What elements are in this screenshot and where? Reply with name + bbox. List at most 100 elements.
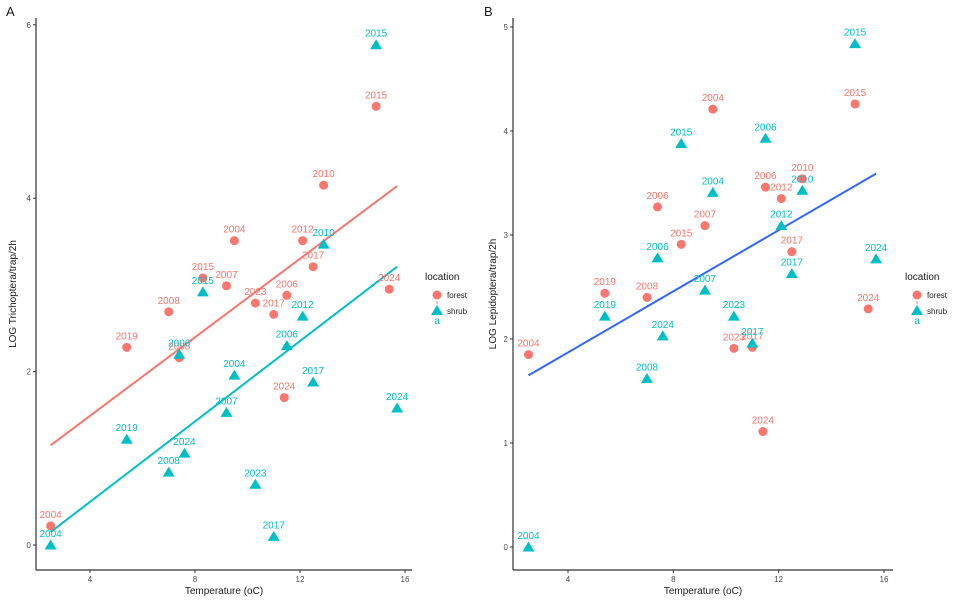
legend-title: location [425, 272, 459, 283]
panel-label: B [484, 4, 493, 19]
point-forest [642, 292, 652, 302]
point-label-forest: 2017 [302, 251, 325, 262]
legend-title: location [905, 272, 939, 283]
y-tick-label: 4 [27, 194, 32, 203]
legend-key-shrub [911, 305, 923, 315]
point-label-shrub: 2024 [386, 392, 409, 403]
point-shrub [759, 132, 772, 143]
point-shrub [775, 220, 788, 231]
point-shrub [307, 376, 320, 387]
point-shrub [391, 402, 404, 413]
point-label-shrub: 2019 [116, 423, 139, 434]
y-tick-label: 2 [504, 335, 509, 344]
point-shrub [598, 310, 611, 321]
point-label-forest: 2008 [158, 296, 181, 307]
point-label-forest: 2024 [752, 416, 775, 427]
point-label-forest: 2012 [770, 183, 793, 194]
point-label-shrub: 2015 [365, 29, 388, 40]
point-shrub [173, 348, 186, 359]
point-label-forest: 2004 [40, 510, 63, 521]
point-label-forest: 2004 [517, 339, 540, 350]
legend-label-shrub: shrub [447, 307, 468, 316]
point-label-shrub: 2004 [223, 359, 246, 370]
point-label-forest: 2004 [702, 93, 725, 104]
x-tick-label: 8 [671, 575, 676, 584]
point-label-shrub: 2004 [702, 176, 725, 187]
point-label-forest: 2023 [723, 332, 746, 343]
point-label-forest: 2017 [741, 331, 764, 342]
point-label-shrub: 2006 [168, 338, 191, 349]
y-axis-title: LOG Lepidoptera/trap/2h [488, 239, 499, 350]
point-label-shrub: 2012 [770, 210, 793, 221]
point-label-shrub: 2006 [646, 242, 669, 253]
point-forest [700, 221, 710, 231]
point-forest [676, 239, 686, 249]
point-label-shrub: 2004 [517, 531, 540, 542]
point-forest [298, 236, 308, 246]
point-label-shrub: 2017 [781, 257, 804, 268]
point-label-shrub: 2007 [694, 274, 717, 285]
point-shrub [870, 253, 883, 264]
point-forest [282, 290, 292, 300]
y-tick-label: 2 [27, 368, 32, 377]
point-shrub [280, 340, 293, 351]
point-forest [653, 202, 663, 212]
point-label-forest: 2017 [263, 298, 286, 309]
panel-a: A 4 8 12 16 0 2 4 6 Temperature (oC) LOG Trichopte… [6, 4, 468, 597]
point-forest [308, 262, 318, 272]
point-forest [758, 427, 768, 437]
point-forest [797, 174, 807, 184]
point-forest [319, 180, 329, 190]
point-shrub [162, 466, 175, 477]
x-tick-label: 12 [774, 575, 783, 584]
point-forest [269, 309, 279, 319]
point-forest [776, 194, 786, 204]
point-label-shrub: 2017 [741, 327, 764, 338]
legend-label-forest: forest [447, 291, 468, 300]
point-forest [198, 273, 208, 283]
legend-label-forest: forest [927, 291, 948, 300]
x-axis-title: Temperature (oC) [664, 586, 742, 597]
point-forest [46, 521, 56, 531]
point-shrub [727, 310, 740, 321]
legend-key-forest [432, 290, 442, 300]
legend-key-forest [912, 290, 922, 300]
point-label-forest: 2010 [313, 169, 336, 180]
fit-line-all [527, 172, 877, 377]
x-tick-label: 16 [401, 575, 410, 584]
y-tick-label: 6 [27, 21, 32, 30]
point-label-shrub: 2010 [791, 174, 814, 185]
point-shrub [120, 433, 133, 444]
point-shrub [849, 38, 862, 49]
x-tick-label: 8 [193, 575, 198, 584]
legend-label-shrub: shrub [927, 307, 948, 316]
point-forest [250, 298, 260, 308]
point-label-shrub: 2017 [302, 366, 325, 377]
point-label-forest: 2019 [594, 277, 617, 288]
x-axis-title: Temperature (oC) [185, 586, 263, 597]
point-forest [229, 236, 239, 246]
point-label-forest: 2024 [273, 382, 296, 393]
fit-line-shrub [50, 265, 398, 533]
point-forest [164, 307, 174, 317]
point-forest [279, 393, 289, 403]
point-forest [863, 304, 873, 314]
point-label-shrub: 2019 [594, 300, 617, 311]
point-label-forest: 2006 [646, 191, 669, 202]
legend-key-shrub [431, 305, 443, 315]
point-label-forest: 2010 [791, 163, 814, 174]
x-tick-label: 4 [566, 575, 571, 584]
point-shrub [796, 184, 809, 195]
point-label-forest: 2008 [168, 342, 191, 353]
point-label-forest: 2012 [292, 225, 315, 236]
point-label-shrub: 2015 [192, 276, 215, 287]
y-tick-label: 4 [504, 127, 509, 136]
point-shrub [522, 541, 535, 552]
point-label-shrub: 2024 [652, 320, 675, 331]
point-label-forest: 2007 [694, 210, 717, 221]
point-shrub [656, 330, 669, 341]
point-forest [787, 247, 797, 257]
point-label-shrub: 2015 [844, 28, 867, 39]
